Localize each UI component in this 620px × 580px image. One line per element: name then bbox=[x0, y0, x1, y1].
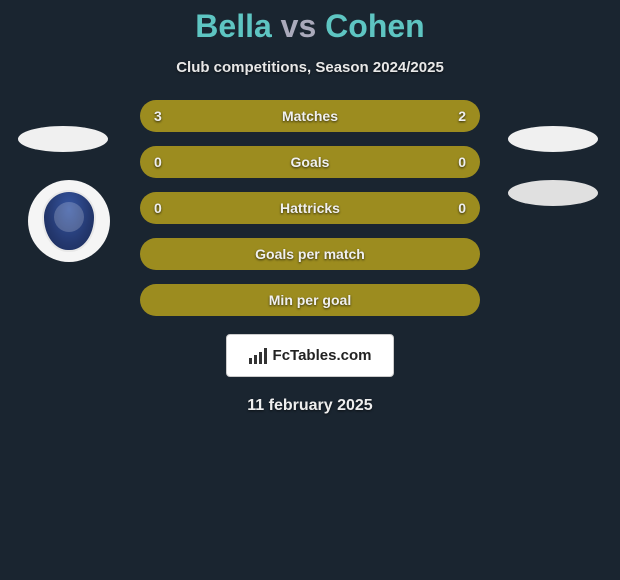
vs-text: vs bbox=[281, 8, 317, 44]
stat-row-goals-per-match: Goals per match bbox=[140, 238, 480, 270]
right-player-top-ellipse bbox=[508, 126, 598, 152]
stat-left-value: 0 bbox=[154, 154, 162, 170]
stat-label: Matches bbox=[140, 108, 480, 124]
stat-label: Goals per match bbox=[140, 246, 480, 262]
date-text: 11 february 2025 bbox=[0, 397, 620, 415]
fctables-link[interactable]: FcTables.com bbox=[226, 334, 395, 377]
left-club-badge bbox=[28, 180, 110, 262]
player2-name: Cohen bbox=[325, 8, 425, 44]
stat-row-goals: 0 Goals 0 bbox=[140, 146, 480, 178]
stat-row-hattricks: 0 Hattricks 0 bbox=[140, 192, 480, 224]
brand-text: FcTables.com bbox=[273, 347, 372, 364]
left-player-top-ellipse bbox=[18, 126, 108, 152]
stat-label: Min per goal bbox=[140, 292, 480, 308]
stat-right-value: 0 bbox=[458, 200, 466, 216]
stat-right-value: 2 bbox=[458, 108, 466, 124]
chart-icon bbox=[249, 348, 267, 364]
brand-badge-container: FcTables.com bbox=[0, 334, 620, 377]
stat-label: Hattricks bbox=[140, 200, 480, 216]
stat-row-min-per-goal: Min per goal bbox=[140, 284, 480, 316]
stat-left-value: 3 bbox=[154, 108, 162, 124]
right-player-ellipse-2 bbox=[508, 180, 598, 206]
stat-left-value: 0 bbox=[154, 200, 162, 216]
player1-name: Bella bbox=[195, 8, 271, 44]
stat-row-matches: 3 Matches 2 bbox=[140, 100, 480, 132]
stat-label: Goals bbox=[140, 154, 480, 170]
subtitle: Club competitions, Season 2024/2025 bbox=[0, 59, 620, 76]
page-title: Bella vs Cohen bbox=[0, 0, 620, 45]
shield-icon bbox=[42, 190, 96, 252]
stat-right-value: 0 bbox=[458, 154, 466, 170]
